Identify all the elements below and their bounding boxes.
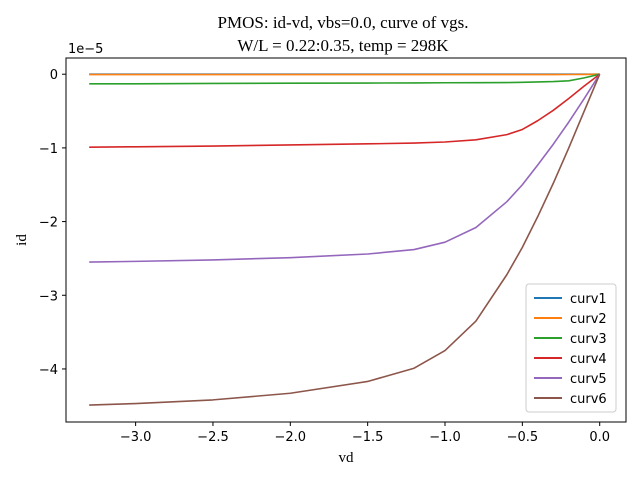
y-offset-text: 1e−5 [68,42,103,57]
legend-label-curv5: curv5 [570,372,607,387]
chart-title-line-2: W/L = 0.22:0.35, temp = 298K [237,36,449,55]
y-tick-label: −2 [39,216,58,231]
chart-title-line-1: PMOS: id-vd, vbs=0.0, curve of vgs. [218,13,469,32]
series-line-curv3 [89,73,600,85]
axes-border [65,57,627,423]
series-layer [89,73,601,406]
x-axis-label: vd [339,450,355,466]
legend-label-curv2: curv2 [570,312,607,327]
y-axis-ticks: 0 −1 −2 −3 −4 [39,68,66,378]
legend-box [525,283,617,413]
x-tick-label: −1.0 [429,430,461,445]
x-tick-label: 0.0 [589,430,610,445]
x-axis-ticks: −3.0 −2.5 −2.0 −1.5 −1.0 −0.5 0.0 [120,422,610,445]
series-line-curv6 [89,73,601,406]
series-line-curv4 [89,73,601,148]
y-tick-label: −4 [39,363,58,378]
legend-label-curv4: curv4 [570,352,607,367]
y-axis-label: id [14,234,30,246]
x-tick-label: −3.0 [120,430,152,445]
x-tick-label: −2.5 [197,430,229,445]
series-line-curv5 [89,73,601,263]
legend-label-curv6: curv6 [570,392,607,407]
y-tick-label: −3 [39,289,58,304]
x-tick-label: −0.5 [507,430,539,445]
legend: curv1 curv2 curv3 curv4 curv5 curv6 [525,283,617,413]
legend-label-curv3: curv3 [570,332,607,347]
legend-label-curv1: curv1 [570,292,607,307]
x-tick-label: −2.0 [275,430,307,445]
y-tick-label: −1 [39,142,58,157]
x-tick-label: −1.5 [352,430,384,445]
axes-frame [65,57,627,423]
y-tick-label: 0 [50,68,58,83]
